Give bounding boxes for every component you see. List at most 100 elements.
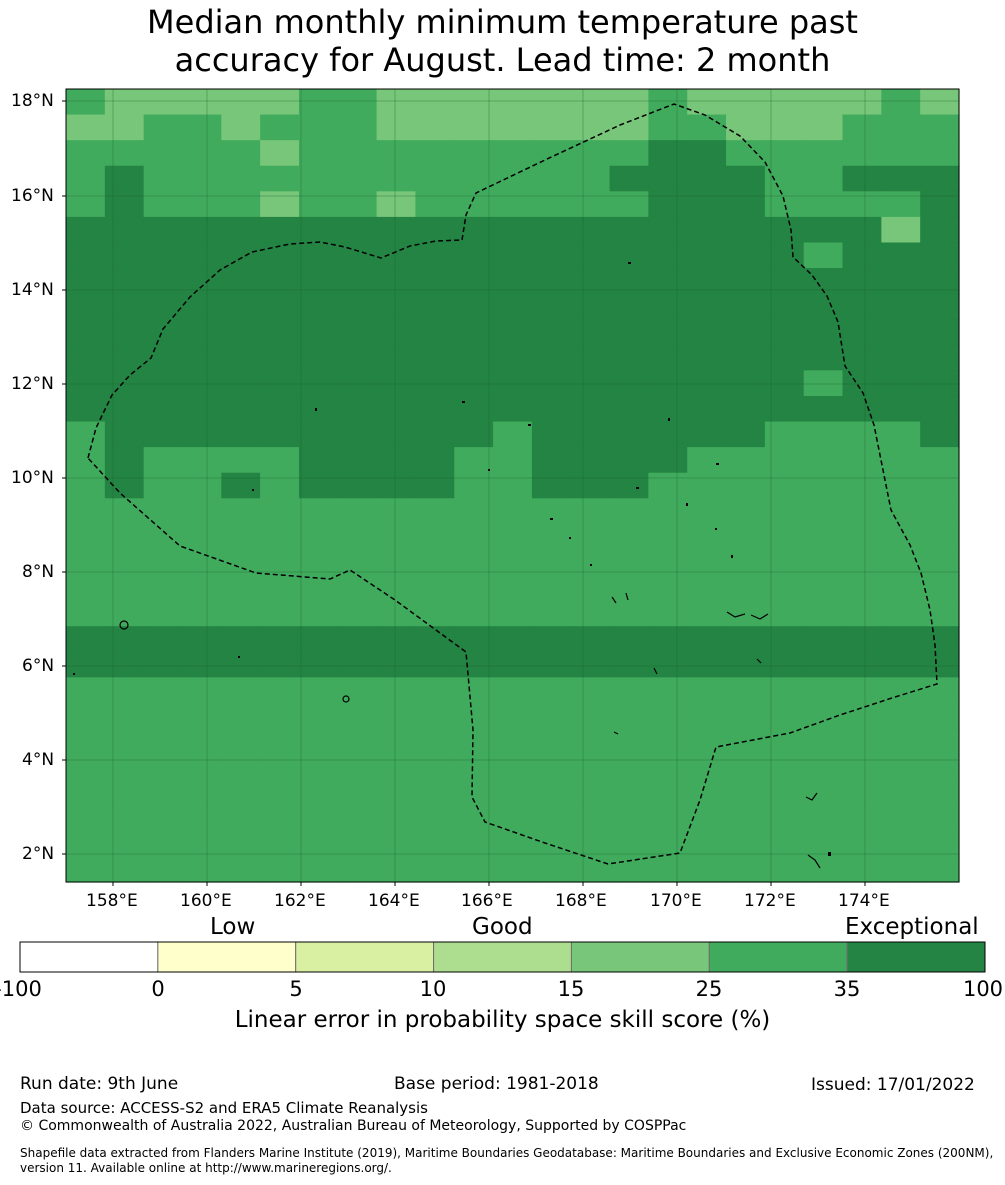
- skill-cell: [842, 677, 882, 704]
- skill-cell: [881, 216, 921, 244]
- skill-cell: [376, 165, 417, 192]
- skill-cell: [454, 89, 494, 116]
- skill-cell: [337, 165, 378, 192]
- skill-cell: [803, 242, 844, 269]
- skill-cell: [803, 319, 844, 346]
- colorbar-segment: [157, 941, 297, 973]
- colorbar-frame: [19, 941, 986, 973]
- skill-cell: [803, 114, 844, 141]
- skill-cell: [726, 370, 766, 397]
- skill-cell: [493, 370, 533, 397]
- skill-cell: [842, 779, 882, 806]
- skill-cell: [531, 575, 572, 602]
- skill-cell: [764, 319, 805, 346]
- skill-cell: [182, 447, 222, 474]
- skill-cell: [221, 191, 261, 218]
- skill-cell: [842, 805, 882, 832]
- skill-cell: [298, 242, 339, 269]
- colorbar-segment: [708, 941, 848, 973]
- skill-cell: [687, 754, 727, 781]
- skill-cell: [648, 856, 688, 883]
- skill-cell: [648, 754, 688, 781]
- skill-cell: [726, 268, 766, 295]
- skill-cell: [570, 191, 611, 218]
- skill-cell: [143, 191, 184, 218]
- skill-cell: [881, 268, 921, 295]
- skill-cell: [920, 728, 960, 755]
- skill-cell: [764, 242, 805, 269]
- skill-cell: [531, 856, 572, 883]
- skill-cell: [260, 626, 300, 653]
- skill-cell: [764, 472, 805, 499]
- skill-cell: [104, 498, 145, 525]
- skill-cell: [726, 242, 766, 269]
- skill-cell: [143, 319, 184, 346]
- skill-cell: [454, 754, 494, 781]
- skill-cell: [842, 575, 882, 602]
- skill-cell: [298, 268, 339, 295]
- skill-cell: [376, 216, 417, 244]
- colorbar-segment: [295, 941, 435, 973]
- skill-cell: [337, 651, 378, 678]
- skill-cell: [570, 421, 611, 448]
- colorbar-title: Linear error in probability space skill …: [234, 1007, 771, 1033]
- skill-cell: [454, 114, 494, 141]
- skill-cell: [182, 140, 222, 167]
- skill-cell: [260, 165, 300, 192]
- skill-cell: [260, 498, 300, 525]
- skill-cell: [648, 319, 688, 346]
- skill-cell: [493, 344, 533, 371]
- skill-cell: [221, 754, 261, 781]
- skill-cell: [143, 677, 184, 704]
- skill-cell: [104, 600, 145, 627]
- skill-cell: [454, 523, 494, 551]
- skill-cell: [104, 626, 145, 653]
- skill-cell: [376, 549, 417, 576]
- skill-cell: [260, 856, 300, 883]
- skill-cell: [687, 523, 727, 551]
- skill-cell: [570, 728, 611, 755]
- skill-cell: [104, 575, 145, 602]
- skill-cell: [143, 626, 184, 653]
- skill-cell: [803, 293, 844, 320]
- skill-cell: [687, 165, 727, 192]
- skill-cell: [493, 856, 533, 883]
- eez-boundary: [87, 103, 938, 865]
- skill-cell: [726, 805, 766, 832]
- skill-cell: [298, 344, 339, 371]
- skill-cell: [726, 293, 766, 320]
- skill-cell: [182, 165, 222, 192]
- skill-cell: [648, 549, 688, 576]
- skill-cell: [570, 702, 611, 730]
- skill-cell: [143, 779, 184, 806]
- skill-cell: [493, 575, 533, 602]
- skill-cell: [764, 523, 805, 551]
- skill-cell: [609, 702, 649, 730]
- colorbar-segment: [19, 941, 159, 973]
- skill-cell: [104, 523, 145, 551]
- skill-cell: [415, 89, 455, 116]
- skill-cell: [764, 830, 805, 858]
- skill-cell: [881, 754, 921, 781]
- skill-cell: [376, 754, 417, 781]
- skill-cell: [337, 498, 378, 525]
- skill-cell: [66, 575, 106, 602]
- skill-cell: [66, 370, 106, 397]
- skill-cell: [182, 191, 222, 218]
- skill-cell: [803, 344, 844, 371]
- skill-cell: [415, 344, 455, 371]
- skill-cell: [182, 728, 222, 755]
- skill-cell: [609, 600, 649, 627]
- skill-cell: [182, 805, 222, 832]
- lat-label-16n: 16°N: [11, 186, 54, 206]
- skill-cell: [609, 779, 649, 806]
- skill-cell: [531, 472, 572, 499]
- skill-cell: [337, 472, 378, 499]
- skill-cell: [881, 626, 921, 653]
- skill-cell: [337, 575, 378, 602]
- skill-cell: [415, 856, 455, 883]
- skill-cell: [726, 830, 766, 858]
- skill-cell: [221, 626, 261, 653]
- lon-label-160e: 160°E: [180, 891, 232, 911]
- skill-cell: [687, 575, 727, 602]
